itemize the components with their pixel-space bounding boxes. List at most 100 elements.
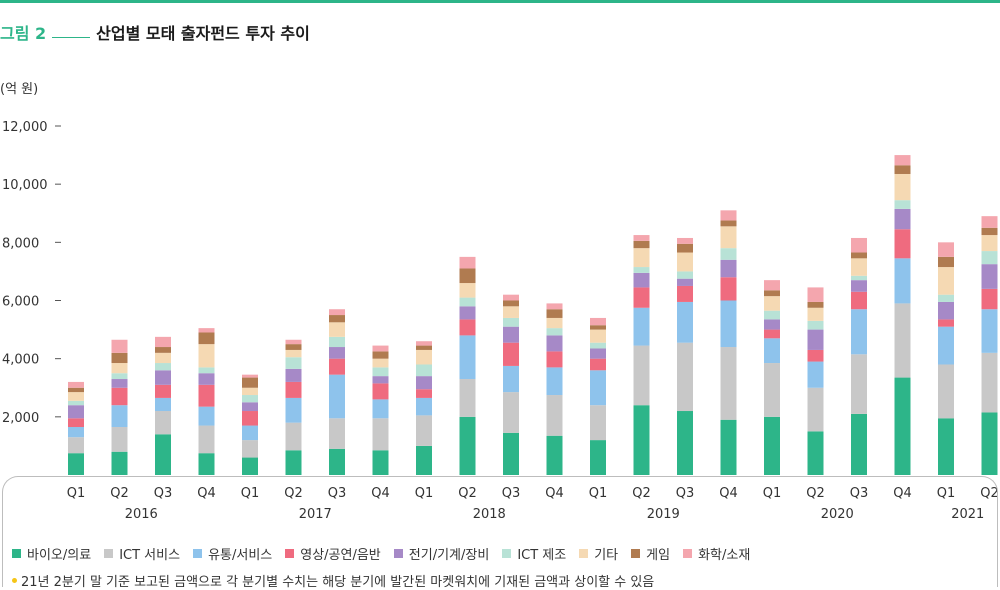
bar-segment	[503, 392, 519, 433]
bar-segment	[546, 367, 563, 396]
bar-segment	[894, 200, 911, 209]
x-tick-label: Q1	[67, 486, 86, 501]
bar-segment	[285, 381, 302, 398]
bar-segment	[677, 285, 693, 302]
legend-swatch	[193, 549, 203, 558]
bar-segment	[416, 445, 432, 475]
bar-segment	[416, 376, 432, 390]
x-tick-label: Q2	[284, 486, 303, 501]
legend-item: 유통/서비스	[193, 544, 272, 563]
legend-swatch	[683, 549, 693, 558]
x-tick-label: Q3	[676, 486, 695, 501]
bar-segment	[155, 336, 171, 348]
legend-swatch	[285, 549, 295, 558]
bar-segment	[285, 349, 302, 358]
bar-segment	[329, 374, 345, 419]
bar-segment	[285, 450, 302, 475]
bar-segment	[546, 395, 563, 436]
bar-segment	[764, 329, 780, 339]
bar-segment	[242, 411, 258, 426]
bar-segment	[720, 210, 737, 221]
bar-segment	[198, 384, 215, 407]
bar-segment	[329, 347, 345, 359]
bar-segment	[981, 216, 998, 228]
bar-segment	[416, 415, 432, 446]
bar-segment	[329, 358, 345, 375]
bar-segment	[807, 387, 824, 432]
bar-segment	[111, 373, 128, 380]
bar-segment	[981, 227, 998, 236]
bar-segment	[590, 329, 606, 343]
bar-segment	[981, 251, 998, 265]
bar-segment	[459, 297, 476, 307]
bar-segment	[285, 422, 302, 451]
bar-segment	[416, 364, 432, 377]
bar-segment	[242, 440, 258, 458]
bar-segment	[329, 336, 345, 348]
bar-segment	[372, 376, 389, 384]
bar-segment	[459, 335, 476, 380]
bar-segment	[372, 450, 389, 475]
x-tick-label: Q3	[154, 486, 173, 501]
bar-segment	[938, 319, 954, 327]
bar-segment	[938, 301, 954, 320]
y-axis-unit: (억 원)	[0, 82, 39, 97]
bar-segment	[807, 287, 824, 302]
bar-segment	[764, 296, 780, 311]
legend-item: 기타	[579, 544, 618, 563]
bar-segment	[633, 240, 650, 249]
bar-segment	[677, 301, 693, 343]
bar-segment	[111, 405, 128, 428]
legend-item: 전기/기계/장비	[393, 544, 489, 563]
bar-segment	[633, 267, 650, 273]
x-tick-label: Q3	[502, 486, 521, 501]
bar-segment	[242, 402, 258, 412]
bar-segment	[851, 275, 867, 281]
legend-swatch	[502, 549, 512, 558]
x-tick-label: Q1	[241, 486, 260, 501]
bar-segment	[590, 405, 606, 441]
bar-segment	[677, 342, 693, 412]
bar-segment	[633, 235, 650, 241]
bar-segment	[546, 309, 563, 318]
bar-segment	[590, 358, 606, 371]
chart-legend: 바이오/의료 ICT 서비스 유통/서비스 영상/공연/음반 전기/기계/장비 ICT 제…	[12, 544, 750, 563]
x-tick-label: Q2	[458, 486, 477, 501]
bar-segment	[546, 435, 563, 475]
bar-segment	[242, 457, 258, 475]
bar-segment	[198, 425, 215, 454]
bar-segment	[503, 326, 519, 343]
stacked-bar-chart: 2,000 4,000 6,000 8,000 10,000 12,000 Q1 Q2 Q3 Q4…	[2, 120, 999, 522]
bar-segment	[155, 352, 171, 364]
year-label: 2018	[473, 507, 506, 522]
bar-segment	[590, 440, 606, 475]
bar-segment	[329, 315, 345, 323]
bar-segment	[677, 237, 693, 244]
bar-segment	[851, 309, 867, 355]
bar-segment	[416, 397, 432, 416]
legend-item: 영상/공연/음반	[285, 544, 381, 563]
bar-segment	[546, 303, 563, 310]
bar-segment	[633, 405, 650, 475]
bar-segment	[285, 344, 302, 350]
bar-segment	[459, 306, 476, 320]
bar-segment	[720, 300, 737, 348]
bar-segment	[155, 384, 171, 398]
bar-segment	[633, 248, 650, 268]
x-tick-label: Q2	[110, 486, 129, 501]
legend-label: 게임	[646, 548, 671, 563]
bar-segment	[720, 220, 737, 227]
legend-swatch	[12, 549, 21, 558]
legend-item: ICT 서비스	[104, 544, 180, 563]
legend-swatch	[579, 549, 589, 558]
chart-title: 산업별 모태 출자펀드 투자 추이	[96, 24, 310, 43]
year-label: 2020	[821, 507, 854, 522]
x-tick-label: Q2	[632, 486, 651, 501]
legend-item: 화학/소재	[683, 544, 750, 563]
bar-segment	[503, 300, 519, 307]
year-label: 2019	[647, 507, 680, 522]
bar-segment	[720, 248, 737, 260]
bar-segment	[68, 418, 84, 428]
title-divider-line	[52, 36, 91, 38]
top-accent-rule	[0, 0, 1000, 3]
